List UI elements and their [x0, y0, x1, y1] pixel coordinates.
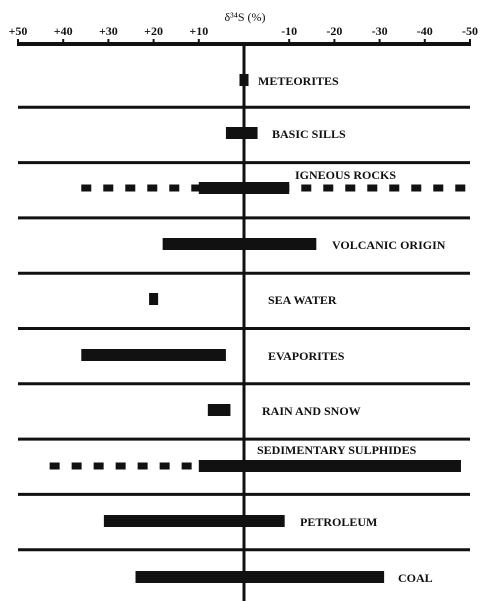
- range-bar: [135, 571, 385, 583]
- range-bar: [225, 127, 258, 139]
- range-bar: [198, 182, 290, 194]
- x-tick-label: +30: [99, 24, 118, 38]
- x-tick-label: +10: [189, 24, 208, 38]
- x-tick-label: -50: [462, 24, 478, 38]
- category-label: COAL: [398, 571, 433, 585]
- range-bar: [149, 293, 159, 305]
- x-tick-label: +40: [54, 24, 73, 38]
- category-label: VOLCANIC ORIGIN: [332, 238, 446, 252]
- range-bar: [239, 74, 249, 86]
- category-label: PETROLEUM: [300, 515, 377, 529]
- category-label: SEDIMENTARY SULPHIDES: [257, 443, 417, 457]
- category-label: SEA WATER: [268, 293, 337, 307]
- chart-title: δ³⁴S (%): [224, 10, 265, 24]
- category-label: BASIC SILLS: [272, 127, 346, 141]
- range-bar: [162, 238, 317, 250]
- category-label: RAIN AND SNOW: [262, 404, 361, 418]
- range-bar: [81, 349, 226, 361]
- category-label: METEORITES: [258, 74, 339, 88]
- category-label: IGNEOUS ROCKS: [295, 168, 396, 182]
- x-tick-label: +50: [9, 24, 28, 38]
- x-tick-label: -30: [372, 24, 388, 38]
- x-tick-label: +20: [144, 24, 163, 38]
- x-tick-label: -10: [281, 24, 297, 38]
- category-label: EVAPORITES: [268, 349, 345, 363]
- x-tick-label: -20: [326, 24, 342, 38]
- x-tick-label: -40: [417, 24, 433, 38]
- range-bar: [207, 404, 231, 416]
- range-bar: [103, 515, 285, 527]
- range-bar: [198, 460, 461, 472]
